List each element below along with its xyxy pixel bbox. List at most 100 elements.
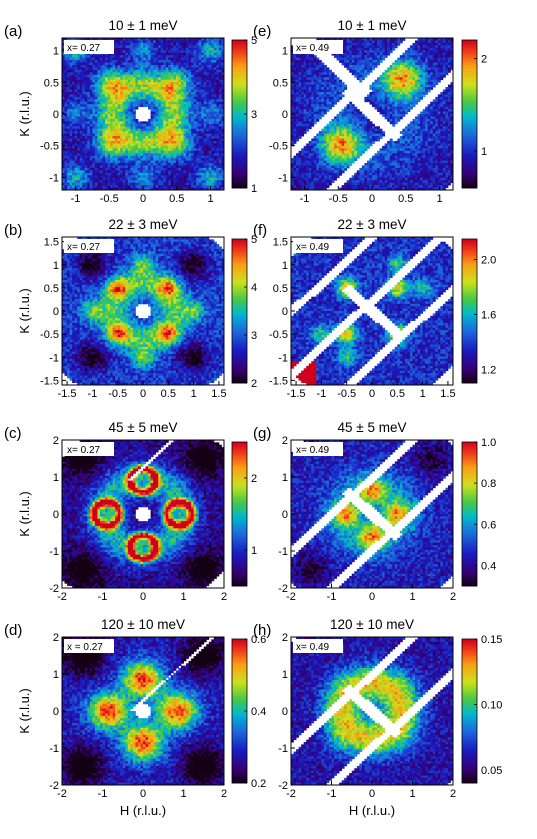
panel-title: 22 ± 3 meV	[338, 217, 407, 232]
doping-annotation: x= 0.27	[64, 442, 114, 456]
x-tick-label: 2	[450, 591, 456, 603]
y-tick-label: 0.5	[273, 77, 288, 89]
x-tick-label: 1	[409, 591, 415, 603]
y-tick-label: -0.5	[40, 141, 59, 153]
x-tick-label: -0.5	[100, 193, 119, 205]
y-axis-label: K (r.l.u.)	[17, 688, 32, 734]
x-tick-label: 1	[420, 388, 426, 400]
x-tick-label: 1	[409, 788, 415, 800]
svg-text:x= 0.27: x= 0.27	[67, 43, 101, 54]
y-tick-label: -1.5	[269, 375, 288, 387]
doping-annotation: x= 0.49	[293, 40, 343, 54]
x-axis-label: H (r.l.u.)	[349, 803, 395, 818]
y-tick-label: 0	[282, 306, 288, 318]
colorbar-tick-label: 2	[251, 378, 257, 390]
colorbar-tick-label: 2	[251, 473, 257, 485]
x-tick-label: 1	[180, 591, 186, 603]
y-tick-label: 1	[282, 669, 288, 681]
heatmap-cells	[62, 440, 224, 588]
panel-title: 10 ± 1 meV	[338, 18, 407, 33]
doping-annotation: x= 0.49	[293, 639, 343, 653]
colorbar: 0.050.100.15	[462, 634, 502, 783]
colorbar-tick-label: 2.0	[481, 255, 496, 267]
x-tick-label: 1	[436, 193, 442, 205]
x-tick-label: 0	[369, 788, 375, 800]
y-tick-label: -0.5	[40, 329, 59, 341]
y-tick-label: -1	[49, 172, 59, 184]
x-tick-label: 0	[369, 193, 375, 205]
y-tick-label: -1	[278, 352, 288, 364]
y-tick-label: 2	[282, 632, 288, 644]
colorbar-tick-label: 0.15	[481, 634, 502, 646]
y-tick-label: 2	[53, 632, 59, 644]
x-tick-label: -0.5	[329, 193, 348, 205]
doping-annotation: x= 0.49	[293, 239, 343, 253]
panel-label: (h)	[253, 622, 271, 639]
colorbar-tick-label: 0.4	[481, 560, 496, 572]
x-tick-label: -1	[327, 788, 337, 800]
y-tick-label: 1	[53, 46, 59, 58]
colorbar-tick-label: 1.0	[481, 437, 496, 449]
colorbar-tick-label: 3	[251, 109, 257, 121]
y-tick-label: -1	[278, 172, 288, 184]
panel-title: 10 ± 1 meV	[109, 18, 178, 33]
doping-annotation: x= 0.27	[64, 40, 114, 54]
colorbar: 12	[462, 40, 487, 188]
y-tick-label: -0.5	[269, 329, 288, 341]
y-tick-label: 0	[282, 109, 288, 121]
y-axis-label: K (r.l.u.)	[17, 491, 32, 537]
y-tick-label: -2	[278, 780, 288, 792]
y-tick-label: -2	[49, 583, 59, 595]
x-tick-label: 1.5	[211, 388, 226, 400]
colorbar: 0.4 0.6 0.8 1.0	[462, 437, 496, 586]
colorbar-tick-label: 2	[481, 54, 487, 66]
x-tick-label: 0.5	[390, 388, 405, 400]
x-tick-label: -1.5	[287, 388, 306, 400]
doping-annotation: x= 0.49	[293, 442, 343, 456]
y-tick-label: 1.5	[44, 237, 59, 249]
y-tick-label: 1.5	[273, 237, 288, 249]
colorbar-tick-label: 0.8	[481, 478, 496, 490]
heatmap-cells	[291, 237, 453, 385]
x-tick-label: -1	[98, 591, 108, 603]
y-tick-label: 1	[282, 260, 288, 272]
y-tick-label: -2	[278, 583, 288, 595]
y-tick-label: 0.5	[44, 283, 59, 295]
doping-annotation: x = 0.27	[64, 639, 114, 653]
panel-title: 120 ± 10 meV	[330, 617, 414, 632]
heatmap-cells	[62, 237, 224, 385]
colorbar: 12	[232, 442, 257, 586]
panel-title: 45 ± 5 meV	[109, 420, 178, 435]
y-tick-label: -1.5	[40, 375, 59, 387]
y-tick-label: -1	[49, 743, 59, 755]
x-tick-label: 0	[140, 591, 146, 603]
colorbar-tick-label: 1.6	[481, 309, 496, 321]
x-tick-label: -1	[327, 591, 337, 603]
y-tick-label: 0	[282, 509, 288, 521]
panel-label: (g)	[253, 425, 271, 442]
heatmap-cells	[291, 440, 453, 588]
y-tick-label: 0	[282, 706, 288, 718]
colorbar-tick-label: 1	[251, 545, 257, 557]
y-tick-label: -1	[278, 743, 288, 755]
doping-annotation: x= 0.27	[64, 239, 114, 253]
heatmap-cells	[62, 637, 224, 785]
y-tick-label: -2	[49, 780, 59, 792]
y-tick-label: 1	[282, 46, 288, 58]
x-tick-label: 0.5	[398, 193, 413, 205]
x-tick-label: -0.5	[337, 388, 356, 400]
colorbar-tick-label: 0.6	[481, 519, 496, 531]
colorbar-tick-label: 0.10	[481, 699, 502, 711]
colorbar-tick-label: 1	[481, 146, 487, 158]
colorbar-tick-label: 0.4	[251, 706, 266, 718]
x-tick-label: 0	[369, 388, 375, 400]
colorbar: 1.21.62.0	[462, 239, 496, 383]
y-axis-label: K (r.l.u.)	[17, 91, 32, 137]
y-tick-label: 1	[53, 260, 59, 272]
y-tick-label: 2	[282, 435, 288, 447]
x-tick-label: 1	[207, 193, 213, 205]
y-tick-label: 0	[53, 706, 59, 718]
